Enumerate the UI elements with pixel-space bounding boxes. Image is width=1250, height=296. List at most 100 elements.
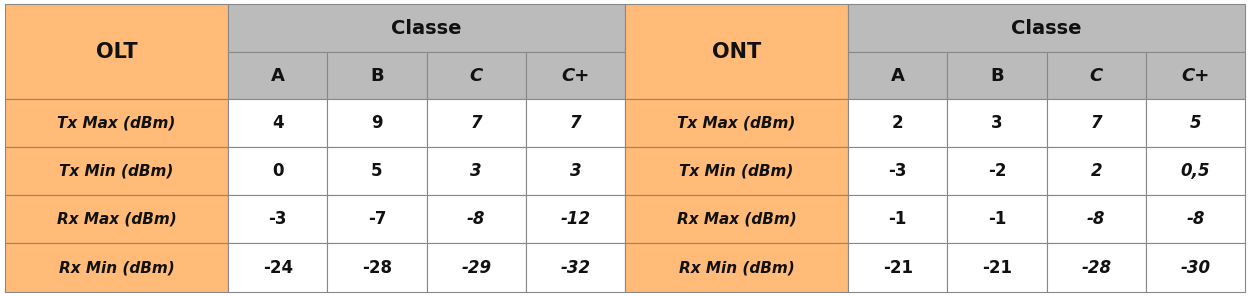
Bar — [229, 52, 328, 99]
Text: Tx Min (dBm): Tx Min (dBm) — [60, 164, 174, 179]
Bar — [849, 52, 948, 99]
Text: 7: 7 — [570, 114, 581, 132]
Text: Rx Min (dBm): Rx Min (dBm) — [679, 260, 795, 275]
Text: Tx Min (dBm): Tx Min (dBm) — [680, 164, 794, 179]
Bar — [1146, 99, 1245, 147]
Text: -3: -3 — [889, 162, 908, 180]
Text: -24: -24 — [262, 258, 292, 276]
Text: Classe: Classe — [391, 19, 461, 38]
Text: -3: -3 — [269, 210, 288, 229]
Text: A: A — [271, 67, 285, 84]
Bar — [328, 195, 426, 244]
Bar — [5, 244, 229, 292]
Bar — [328, 52, 426, 99]
Bar — [426, 99, 526, 147]
Bar — [229, 244, 328, 292]
Bar — [1046, 52, 1146, 99]
Text: 7: 7 — [470, 114, 482, 132]
Text: Rx Max (dBm): Rx Max (dBm) — [676, 212, 796, 227]
Bar — [5, 147, 229, 195]
Text: -1: -1 — [889, 210, 908, 229]
Bar — [625, 195, 849, 244]
Bar — [625, 99, 849, 147]
Bar — [849, 195, 948, 244]
Bar — [948, 52, 1046, 99]
Text: 3: 3 — [470, 162, 482, 180]
Text: B: B — [990, 67, 1004, 84]
Bar — [1046, 244, 1146, 292]
Bar — [1046, 147, 1146, 195]
Text: 3: 3 — [991, 114, 1002, 132]
Bar — [1046, 99, 1146, 147]
Bar — [229, 195, 328, 244]
Text: Tx Max (dBm): Tx Max (dBm) — [58, 116, 176, 131]
Text: -28: -28 — [1081, 258, 1111, 276]
Bar — [849, 4, 1245, 52]
Bar — [328, 147, 426, 195]
Bar — [625, 4, 849, 99]
Text: -28: -28 — [362, 258, 392, 276]
Text: 3: 3 — [570, 162, 581, 180]
Bar — [328, 244, 426, 292]
Bar — [5, 99, 229, 147]
Bar — [526, 195, 625, 244]
Text: -21: -21 — [882, 258, 912, 276]
Bar — [426, 52, 526, 99]
Text: -8: -8 — [1186, 210, 1205, 229]
Bar — [5, 4, 229, 99]
Bar — [948, 99, 1046, 147]
Text: -12: -12 — [560, 210, 590, 229]
Text: Tx Max (dBm): Tx Max (dBm) — [678, 116, 796, 131]
Text: B: B — [370, 67, 384, 84]
Text: -8: -8 — [1088, 210, 1105, 229]
Text: -29: -29 — [461, 258, 491, 276]
Text: 9: 9 — [371, 114, 382, 132]
Bar — [5, 195, 229, 244]
Text: OLT: OLT — [96, 42, 138, 62]
Bar — [948, 244, 1046, 292]
Bar — [625, 147, 849, 195]
Text: 2: 2 — [1090, 162, 1102, 180]
Bar — [426, 195, 526, 244]
Bar — [1146, 147, 1245, 195]
Text: Rx Max (dBm): Rx Max (dBm) — [56, 212, 176, 227]
Bar — [526, 99, 625, 147]
Bar — [1146, 52, 1245, 99]
Bar — [849, 244, 948, 292]
Text: -2: -2 — [988, 162, 1006, 180]
Bar — [948, 147, 1046, 195]
Text: Rx Min (dBm): Rx Min (dBm) — [59, 260, 175, 275]
Bar — [426, 244, 526, 292]
Text: -1: -1 — [988, 210, 1006, 229]
Text: 7: 7 — [1090, 114, 1102, 132]
Text: -7: -7 — [368, 210, 386, 229]
Text: A: A — [891, 67, 905, 84]
Bar — [426, 147, 526, 195]
Text: ONT: ONT — [712, 42, 761, 62]
Text: C+: C+ — [561, 67, 590, 84]
Bar — [1146, 195, 1245, 244]
Bar — [1146, 244, 1245, 292]
Text: -8: -8 — [468, 210, 485, 229]
Text: 5: 5 — [1190, 114, 1201, 132]
Text: 0: 0 — [272, 162, 284, 180]
Bar — [526, 147, 625, 195]
Bar — [849, 99, 948, 147]
Text: C: C — [1090, 67, 1102, 84]
Bar — [526, 244, 625, 292]
Bar — [849, 147, 948, 195]
Bar — [229, 99, 328, 147]
Text: -32: -32 — [560, 258, 590, 276]
Text: 0,5: 0,5 — [1180, 162, 1210, 180]
Text: C+: C+ — [1181, 67, 1210, 84]
Bar — [526, 52, 625, 99]
Bar — [229, 4, 625, 52]
Bar — [948, 195, 1046, 244]
Bar — [1046, 195, 1146, 244]
Text: C: C — [470, 67, 482, 84]
Text: 4: 4 — [272, 114, 284, 132]
Bar — [229, 147, 328, 195]
Text: -21: -21 — [982, 258, 1012, 276]
Text: 5: 5 — [371, 162, 382, 180]
Bar — [328, 99, 426, 147]
